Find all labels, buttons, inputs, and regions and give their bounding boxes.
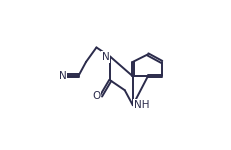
Text: NH: NH bbox=[134, 100, 149, 110]
Text: O: O bbox=[92, 91, 100, 101]
Text: N: N bbox=[59, 71, 67, 81]
Text: N: N bbox=[102, 52, 109, 62]
